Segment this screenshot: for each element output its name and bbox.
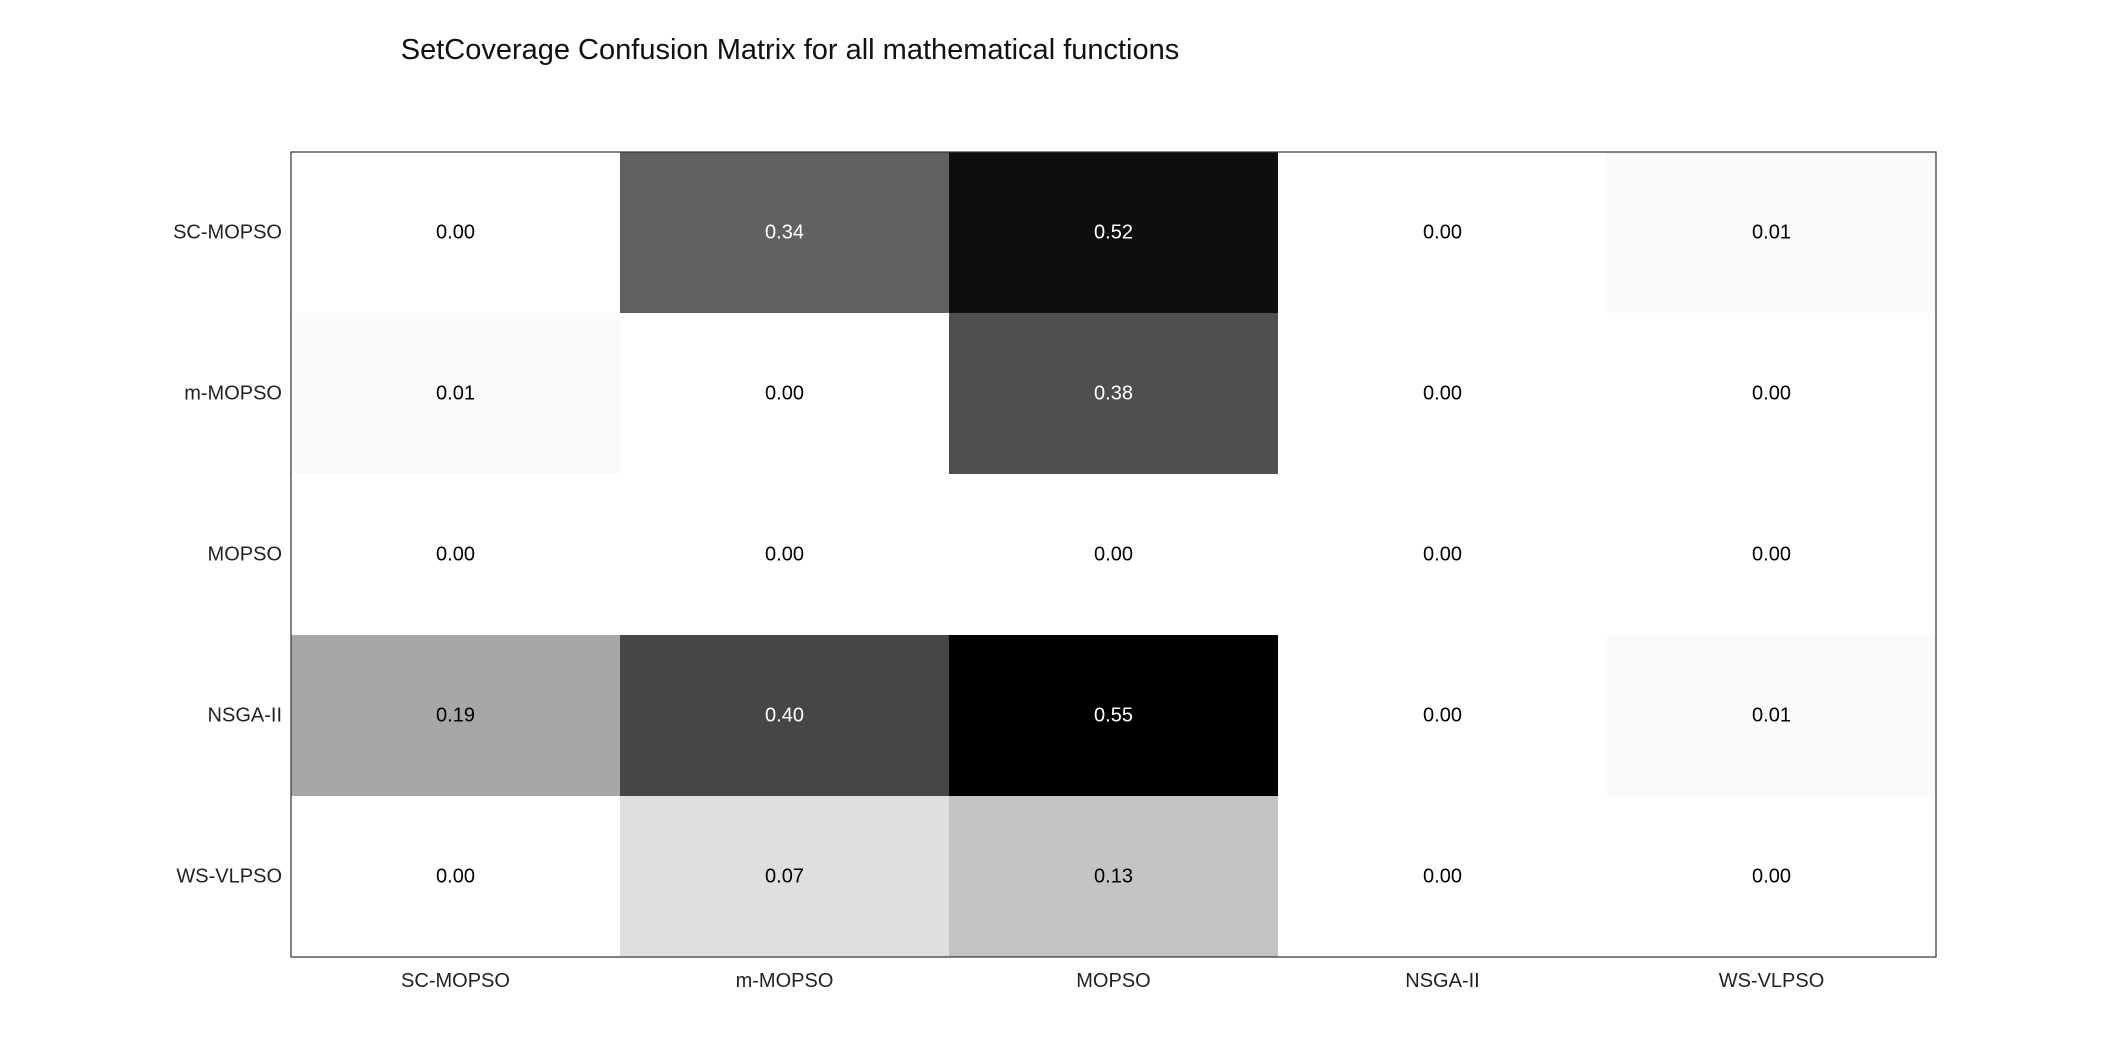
heatmap-cell-sc-mopso-sc-mopso: [291, 152, 621, 314]
cell-value-label: 0.01: [1752, 705, 1791, 727]
heatmap-cell-mopso-mopso: [949, 474, 1279, 636]
cell-value-label: 0.40: [765, 705, 804, 727]
cell-value-label: 0.00: [1423, 383, 1462, 405]
heatmap-cell-sc-mopso-mopso: [949, 152, 1279, 314]
cell-value-label: 0.00: [436, 866, 475, 888]
heatmap-cell-m-mopso-ws-vlpso: [1607, 313, 1937, 475]
heatmap-cell-ws-vlpso-nsga-ii: [1278, 796, 1608, 958]
cell-value-label: 0.19: [436, 705, 475, 727]
cell-value-label: 0.00: [1423, 544, 1462, 566]
heatmap-cell-ws-vlpso-ws-vlpso: [1607, 796, 1937, 958]
heatmap-cell-m-mopso-mopso: [949, 313, 1279, 475]
y-tick-label: m-MOPSO: [184, 383, 282, 405]
heatmap-cell-m-mopso-sc-mopso: [291, 313, 621, 475]
heatmap-cell-ws-vlpso-mopso: [949, 796, 1279, 958]
y-tick-label: WS-VLPSO: [176, 866, 282, 888]
cell-value-label: 0.00: [765, 383, 804, 405]
cell-value-label: 0.00: [1752, 383, 1791, 405]
cell-value-label: 0.00: [1094, 544, 1133, 566]
heatmap-cell-sc-mopso-m-mopso: [620, 152, 950, 314]
heatmap-cell-mopso-sc-mopso: [291, 474, 621, 636]
heatmap-cell-ws-vlpso-m-mopso: [620, 796, 950, 958]
y-tick-labels: SC-MOPSO m-MOPSO MOPSO NSGA-II WS-VLPSO: [173, 222, 282, 888]
x-tick-label: WS-VLPSO: [1719, 970, 1825, 992]
x-tick-label: SC-MOPSO: [401, 970, 510, 992]
cell-value-label: 0.01: [1752, 222, 1791, 244]
cell-value-label: 0.01: [436, 383, 475, 405]
cell-value-label: 0.38: [1094, 383, 1133, 405]
heatmap-cell-m-mopso-m-mopso: [620, 313, 950, 475]
heatmap-cell-mopso-nsga-ii: [1278, 474, 1608, 636]
cell-value-label: 0.00: [1423, 705, 1462, 727]
cell-value-label: 0.00: [1752, 544, 1791, 566]
heatmap-cells: 0.00 0.34 0.52 0.00 0.01 0.01 0.00 0.38 0.00 0.00…: [291, 152, 1937, 958]
y-tick-label: MOPSO: [208, 544, 282, 566]
heatmap-cell-nsga-ii-mopso: [949, 635, 1279, 797]
heatmap-cell-m-mopso-nsga-ii: [1278, 313, 1608, 475]
cell-value-label: 0.00: [436, 222, 475, 244]
cell-value-label: 0.52: [1094, 222, 1133, 244]
x-tick-label: MOPSO: [1076, 970, 1150, 992]
cell-value-label: 0.00: [1423, 222, 1462, 244]
cell-value-label: 0.00: [1423, 866, 1462, 888]
heatmap-cell-mopso-ws-vlpso: [1607, 474, 1937, 636]
cell-value-label: 0.34: [765, 222, 804, 244]
heatmap-cell-sc-mopso-nsga-ii: [1278, 152, 1608, 314]
cell-value-label: 0.00: [765, 544, 804, 566]
cell-value-label: 0.00: [1752, 866, 1791, 888]
cell-value-label: 0.13: [1094, 866, 1133, 888]
plot-frame: [290, 151, 1937, 958]
x-tick-labels: SC-MOPSO m-MOPSO MOPSO NSGA-II WS-VLPSO: [401, 970, 1824, 992]
cell-value-label: 0.00: [436, 544, 475, 566]
y-tick-label: NSGA-II: [208, 705, 282, 727]
cell-value-label: 0.55: [1094, 705, 1133, 727]
heatmap-cell-nsga-ii-nsga-ii: [1278, 635, 1608, 797]
heatmap-cell-nsga-ii-sc-mopso: [291, 635, 621, 797]
cell-value-label: 0.07: [765, 866, 804, 888]
x-tick-label: m-MOPSO: [736, 970, 834, 992]
heatmap-cell-nsga-ii-ws-vlpso: [1607, 635, 1937, 797]
x-tick-label: NSGA-II: [1405, 970, 1479, 992]
heatmap-cell-ws-vlpso-sc-mopso: [291, 796, 621, 958]
heatmap-cell-sc-mopso-ws-vlpso: [1607, 152, 1937, 314]
heatmap-cell-mopso-m-mopso: [620, 474, 950, 636]
y-tick-label: SC-MOPSO: [173, 222, 282, 244]
chart-title: SetCoverage Confusion Matrix for all mat…: [400, 34, 1180, 66]
heatmap-cell-nsga-ii-m-mopso: [620, 635, 950, 797]
